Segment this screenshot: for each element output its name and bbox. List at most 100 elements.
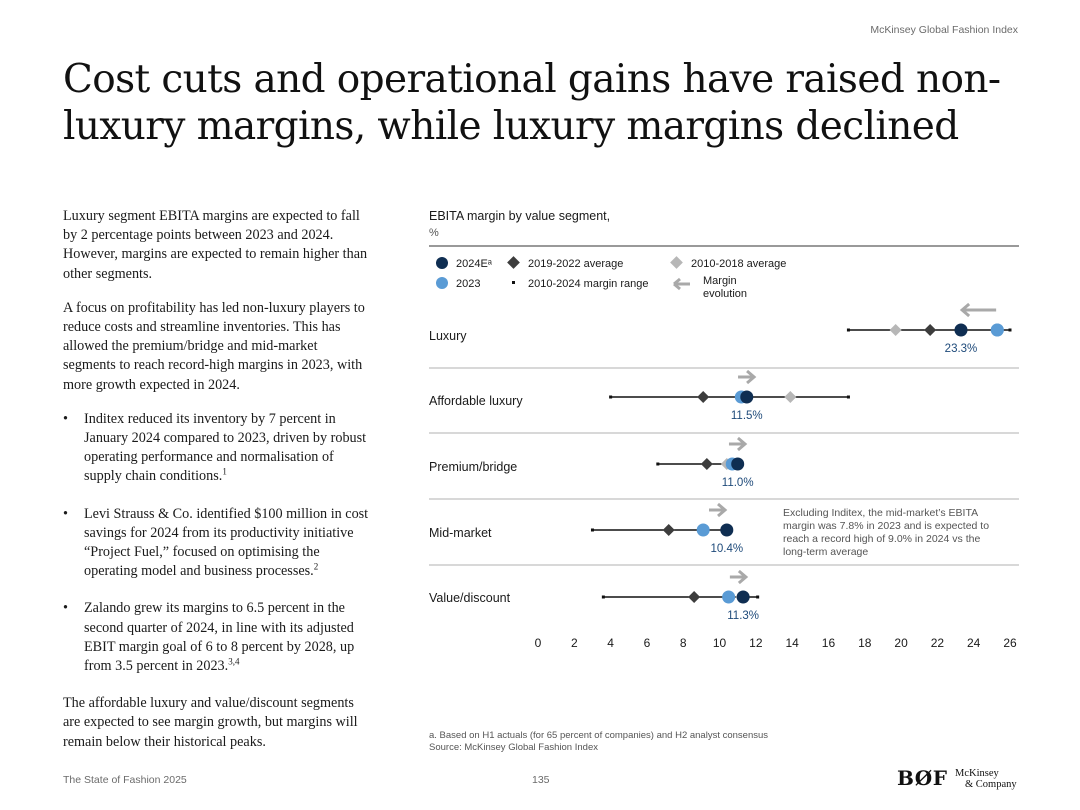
point-2024e xyxy=(954,323,968,337)
legend-marker-2024e xyxy=(436,257,448,269)
legend-label-2023: 2023 xyxy=(456,278,480,290)
mckinsey-logo-line: McKinsey xyxy=(955,768,999,779)
legend-marker-avg1018 xyxy=(670,256,683,269)
bof-logo: BØF xyxy=(897,766,948,790)
bullet-text: Inditex reduced its inventory by 7 perce… xyxy=(84,410,367,485)
x-tick-label: 12 xyxy=(749,636,763,650)
margin-evolution-arrow xyxy=(709,502,728,518)
x-tick-label: 6 xyxy=(644,636,651,650)
point-2024e xyxy=(720,523,734,537)
chart-title: EBITA margin by value segment, xyxy=(429,209,610,223)
range-endpoint xyxy=(756,595,760,599)
avg-2019-2022-marker xyxy=(924,324,937,336)
point-2023-overlay xyxy=(990,323,1004,337)
x-tick-label: 14 xyxy=(785,636,799,650)
mid-market-annotation: Excluding Inditex, the mid-market’s EBIT… xyxy=(783,507,989,558)
segment-label: Affordable luxury xyxy=(429,394,523,408)
legend-marker-avg1922 xyxy=(507,256,520,269)
footnote: a. Based on H1 actuals (for 65 percent o… xyxy=(429,730,768,754)
margin-evolution-arrow xyxy=(959,302,997,318)
x-tick-label: 2 xyxy=(571,636,578,650)
x-axis: 0 2 4 6 8 10 12 14 16 18 20 22 24 26 xyxy=(535,636,1017,650)
range-endpoint xyxy=(609,395,613,399)
range-endpoint xyxy=(1008,328,1012,332)
segment-row: Value/discount 11.3% xyxy=(429,569,760,622)
mckinsey-logo-line: & Company xyxy=(965,779,1017,790)
segment-label: Premium/bridge xyxy=(429,460,517,474)
bullet-marker: • xyxy=(63,505,68,522)
bullet-list: • Inditex reduced its inventory by 7 perc… xyxy=(63,410,373,676)
legend-label-evolution-1: Margin xyxy=(703,275,737,287)
bullet-item: • Inditex reduced its inventory by 7 perc… xyxy=(63,410,373,487)
arrow-head xyxy=(737,569,749,585)
annotation-line: margin was 7.8% in 2023 and is expected … xyxy=(783,520,989,532)
segment-label: Luxury xyxy=(429,329,467,343)
bullet-marker: • xyxy=(63,410,68,427)
arrow-head xyxy=(959,302,971,318)
range-endpoint xyxy=(846,395,850,399)
avg-2019-2022-marker xyxy=(688,591,701,603)
x-tick-label: 26 xyxy=(1003,636,1017,650)
x-tick-label: 4 xyxy=(607,636,614,650)
footer-report-title: The State of Fashion 2025 xyxy=(63,774,187,786)
avg-2019-2022-marker xyxy=(662,524,675,536)
chart-unit: % xyxy=(429,227,439,239)
arrow-head xyxy=(736,436,748,452)
segment-row: Mid-market 10.4% xyxy=(429,502,743,555)
paragraph-3: The affordable luxury and value/discount… xyxy=(63,695,358,750)
bullet-item: • Levi Strauss & Co. identified $100 mill… xyxy=(63,505,373,582)
avg-2010-2018-marker xyxy=(889,324,902,336)
segment-label: Value/discount xyxy=(429,591,511,605)
annotation-line: long-term average xyxy=(783,546,868,558)
margin-evolution-arrow xyxy=(728,436,748,452)
value-label: 11.3% xyxy=(727,610,759,622)
arrow-head xyxy=(746,369,757,385)
segment-label: Mid-market xyxy=(429,526,492,540)
footnote-line: a. Based on H1 actuals (for 65 percent o… xyxy=(429,730,769,741)
x-tick-label: 10 xyxy=(713,636,727,650)
range-endpoint xyxy=(846,328,850,332)
legend-label-evolution-2: evolution xyxy=(703,288,747,300)
segment-row: Affordable luxury 11.5% xyxy=(429,369,850,422)
point-2024e xyxy=(740,390,754,404)
legend-label-avg1018: 2010-2018 average xyxy=(691,258,786,270)
margin-evolution-arrow xyxy=(738,369,757,385)
legend-label-avg1922: 2019-2022 average xyxy=(528,258,623,270)
avg-2019-2022-marker xyxy=(697,391,710,403)
chart-legend: 2024Eᵃ 2019-2022 average 2010-2018 avera… xyxy=(436,256,786,300)
x-tick-label: 24 xyxy=(967,636,981,650)
avg-2010-2018-marker xyxy=(784,391,797,403)
avg-2019-2022-marker xyxy=(700,458,713,470)
paragraph-1: Luxury segment EBITA margins are expecte… xyxy=(63,208,368,282)
x-tick-label: 0 xyxy=(535,636,542,650)
x-tick-label: 16 xyxy=(822,636,836,650)
value-label: 11.0% xyxy=(722,477,754,489)
value-label: 11.5% xyxy=(731,410,763,422)
page-number: 135 xyxy=(532,774,550,786)
x-tick-label: 8 xyxy=(680,636,687,650)
footnote-ref: 1 xyxy=(222,466,227,477)
bullet-text: Levi Strauss & Co. identified $100 milli… xyxy=(84,505,369,580)
annotation-line: reach a record high of 9.0% in 2024 vs t… xyxy=(783,533,980,545)
bullet-text: Zalando grew its margins to 6.5 percent … xyxy=(84,600,355,675)
range-endpoint xyxy=(601,595,605,599)
point-2024e xyxy=(731,457,745,471)
arrow-head xyxy=(717,502,728,518)
legend-label-range: 2010-2024 margin range xyxy=(528,278,648,290)
point-2024e xyxy=(736,590,750,604)
annotation-line: Excluding Inditex, the mid-market’s EBIT… xyxy=(783,507,978,519)
footnote-ref: 2 xyxy=(313,561,319,572)
x-tick-label: 18 xyxy=(858,636,872,650)
legend-marker-range xyxy=(512,281,515,284)
value-label: 23.3% xyxy=(945,343,978,355)
page-title: Cost cuts and operational gains have rai… xyxy=(63,57,1001,149)
x-tick-label: 22 xyxy=(931,636,945,650)
header-brand: McKinsey Global Fashion Index xyxy=(870,24,1018,36)
legend-arrow-icon xyxy=(673,277,690,291)
legend-label-2024e: 2024Eᵃ xyxy=(456,258,493,270)
segment-row: Luxury 23.3% xyxy=(429,302,1012,355)
point-2023 xyxy=(696,523,710,537)
chart-rows: Luxury 23.3% Affordable luxury 11.5% Premium… xyxy=(429,302,1019,622)
footnote-ref: 3,4 xyxy=(228,656,240,667)
segment-row: Premium/bridge 11.0% xyxy=(429,436,754,489)
